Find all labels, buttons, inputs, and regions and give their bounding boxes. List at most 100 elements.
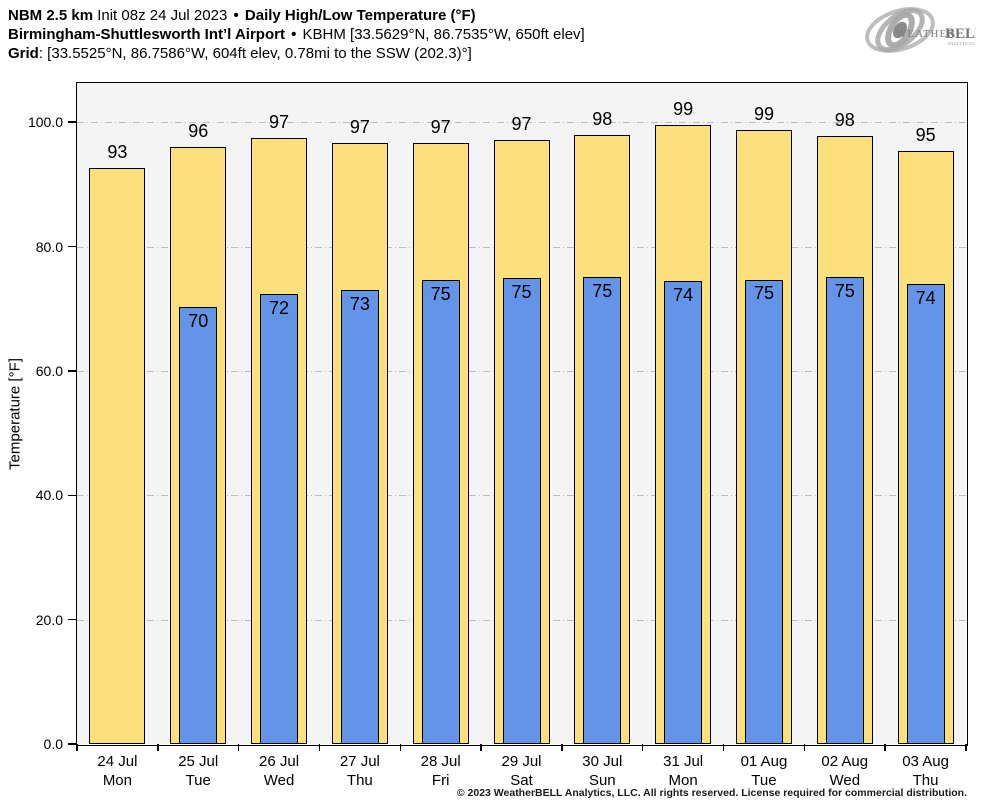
x-label-date: 31 Jul [663, 753, 704, 770]
x-axis-tick [965, 744, 967, 751]
y-tick-label: 60.0 [35, 362, 63, 379]
y-axis-tick [68, 121, 77, 123]
y-tick-label: 40.0 [35, 487, 63, 504]
y-axis-tick [68, 743, 77, 745]
low-bar-30-Jul [583, 277, 622, 744]
x-axis-label: 27 Jul Thu [320, 752, 400, 790]
y-axis-tick [68, 370, 77, 372]
init-time: Init 08z 24 Jul 2023 [97, 7, 228, 24]
logo-bell-text: BELL [945, 26, 976, 42]
high-value-label: 97 [349, 116, 370, 137]
x-axis-tick [722, 744, 725, 751]
grid-label: Grid [8, 45, 39, 62]
x-label-weekday: Tue [185, 772, 211, 789]
x-axis-label: 28 Jul Fri [401, 752, 481, 790]
x-label-date: 01 Aug [740, 753, 788, 770]
x-axis-label: 30 Jul Sun [562, 752, 642, 790]
x-axis-label: 25 Jul Tue [158, 752, 238, 790]
x-axis-tick [480, 744, 482, 751]
x-label-weekday: Thu [912, 772, 939, 789]
high-value-label: 99 [673, 99, 694, 120]
low-value-label: 72 [269, 298, 290, 319]
high-value-label: 97 [430, 116, 451, 137]
low-value-label: 75 [511, 282, 532, 303]
x-axis-tick [157, 744, 159, 751]
low-bar-01-Aug [744, 279, 783, 744]
low-bar-26-Jul [260, 294, 299, 744]
low-bar-28-Jul [421, 280, 460, 744]
low-value-label: 74 [673, 285, 694, 306]
y-tick-label: 0.0 [43, 736, 63, 752]
low-bar-02-Aug [825, 277, 864, 744]
x-axis-tick [561, 744, 563, 751]
high-value-label: 98 [834, 110, 855, 131]
x-axis-tick [237, 744, 240, 751]
high-value-label: 93 [107, 142, 128, 163]
product-title: Daily High/Low Temperature (°F) [244, 7, 476, 24]
x-axis-tick [76, 744, 78, 751]
low-bar-03-Aug [906, 284, 945, 744]
y-axis-tick [68, 245, 77, 248]
x-axis-label: 03 Aug Thu [886, 752, 966, 790]
x-label-weekday: Tue [751, 772, 777, 789]
low-value-label: 74 [915, 288, 936, 309]
x-label-date: 29 Jul [501, 753, 542, 770]
low-bar-29-Jul [502, 278, 541, 744]
x-axis-label: 29 Jul Sat [482, 752, 562, 790]
gridline-100 [77, 122, 966, 124]
x-axis-label: 01 Aug Tue [724, 752, 804, 790]
x-label-weekday: Sat [510, 772, 533, 789]
high-bar-24-Jul [89, 168, 146, 744]
copyright-text: © 2023 WeatherBELL Analytics, LLC. All r… [456, 787, 967, 799]
y-axis-tick [68, 618, 77, 621]
low-value-label: 73 [349, 294, 370, 315]
x-label-date: 28 Jul [420, 753, 461, 770]
station-details: KBHM [33.5629°N, 86.7535°W, 650ft elev] [302, 26, 585, 43]
station-name: Birmingham-Shuttlesworth Int’l Airport [8, 26, 285, 43]
grid-line: Grid: [33.5525°N, 86.7586°W, 604ft elev,… [8, 44, 585, 63]
x-label-date: 26 Jul [259, 753, 300, 770]
low-value-label: 70 [188, 310, 209, 331]
chart-header: NBM 2.5 km Init 08z 24 Jul 2023 • Daily … [8, 6, 585, 63]
high-value-label: 99 [753, 104, 774, 125]
x-axis-label: 24 Jul Mon [77, 752, 157, 790]
low-value-label: 75 [834, 281, 855, 301]
x-label-date: 27 Jul [339, 753, 380, 770]
x-axis-tick [884, 744, 886, 751]
high-value-label: 97 [269, 112, 290, 133]
x-label-date: 30 Jul [582, 753, 623, 770]
low-value-label: 75 [430, 284, 451, 305]
low-bar-27-Jul [340, 290, 379, 744]
x-label-date: 03 Aug [902, 753, 949, 770]
x-label-weekday: Wed [829, 772, 861, 789]
x-label-date: 24 Jul [97, 753, 138, 770]
y-tick-label: 20.0 [35, 611, 63, 628]
high-value-label: 97 [511, 114, 532, 135]
x-label-weekday: Thu [346, 772, 373, 789]
title-line: NBM 2.5 km Init 08z 24 Jul 2023 • Daily … [8, 6, 585, 25]
logo-analytics-text: ANALYTICS LLC [947, 41, 976, 46]
x-label-date: 02 Aug [821, 753, 869, 770]
x-label-weekday: Sun [588, 772, 616, 789]
low-bar-31-Jul [664, 281, 703, 744]
x-axis-tick [399, 744, 402, 751]
hurricane-swirl-icon: WEATHER BELL ANALYTICS LLC [865, 7, 984, 53]
x-axis-tick [803, 744, 806, 751]
x-label-weekday: Fri [431, 772, 450, 789]
x-axis-tick [641, 744, 644, 751]
x-axis-tick [318, 744, 321, 751]
low-bar-25-Jul [179, 306, 218, 744]
grid-details: : [33.5525°N, 86.7586°W, 604ft elev, 0.7… [38, 45, 472, 62]
x-label-date: 25 Jul [178, 753, 219, 770]
high-value-label: 95 [915, 125, 936, 146]
x-axis-label: 02 Aug Wed [805, 752, 885, 790]
x-axis-label: 26 Jul Wed [239, 752, 319, 790]
high-value-label: 98 [592, 108, 613, 129]
high-value-label: 96 [188, 121, 209, 142]
x-label-weekday: Mon [102, 772, 132, 789]
model-name: NBM 2.5 km [8, 7, 94, 24]
y-tick-label: 80.0 [35, 238, 63, 255]
station-line: Birmingham-Shuttlesworth Int’l Airport •… [8, 25, 585, 44]
low-value-label: 75 [753, 283, 774, 304]
